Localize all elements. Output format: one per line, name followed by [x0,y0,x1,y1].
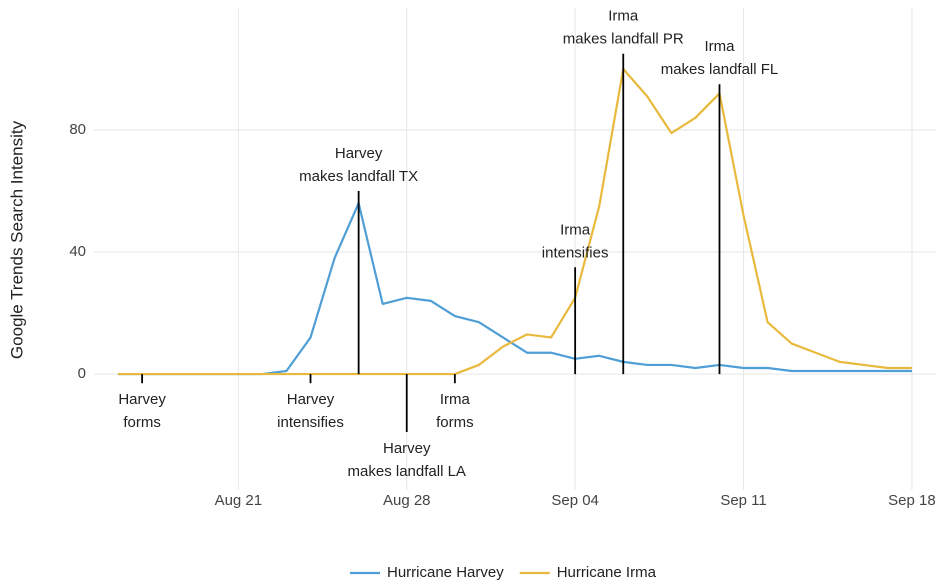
series-line [118,202,912,376]
annotation-label: makes landfall PR [563,31,684,48]
annotation-label: intensifies [277,414,344,431]
annotation-label: makes landfall FL [661,61,779,78]
x-tick-label: Aug 28 [383,492,431,509]
y-axis-label: Google Trends Search Intensity [7,120,26,359]
annotation-label: Harvey [383,440,431,457]
annotation-label: Irma [560,221,591,238]
annotation-label: Harvey [335,145,383,162]
y-tick-label: 0 [78,365,86,382]
annotation-label: Irma [608,8,639,25]
annotation-label: intensifies [542,244,609,261]
legend-label: Hurricane Harvey [387,564,504,581]
x-tick-label: Sep 04 [551,492,599,509]
annotation-label: makes landfall LA [348,463,466,480]
annotation-label: Harvey [118,391,166,408]
legend-label: Hurricane Irma [557,564,657,581]
annotation-label: Irma [704,38,735,55]
y-tick-label: 80 [69,121,86,138]
series-line [118,67,912,376]
y-tick-label: 40 [69,243,86,260]
x-tick-label: Sep 11 [720,492,766,509]
annotation-label: forms [123,414,161,431]
x-tick-label: Aug 21 [215,492,263,509]
annotation-label: Irma [440,391,471,408]
annotation-label: makes landfall TX [299,168,418,185]
legend: Hurricane Harvey Hurricane Irma [350,564,657,581]
grid [94,8,936,490]
annotation-label: Harvey [287,391,335,408]
x-tick-label: Sep 18 [888,492,936,509]
annotation-label: forms [436,414,474,431]
